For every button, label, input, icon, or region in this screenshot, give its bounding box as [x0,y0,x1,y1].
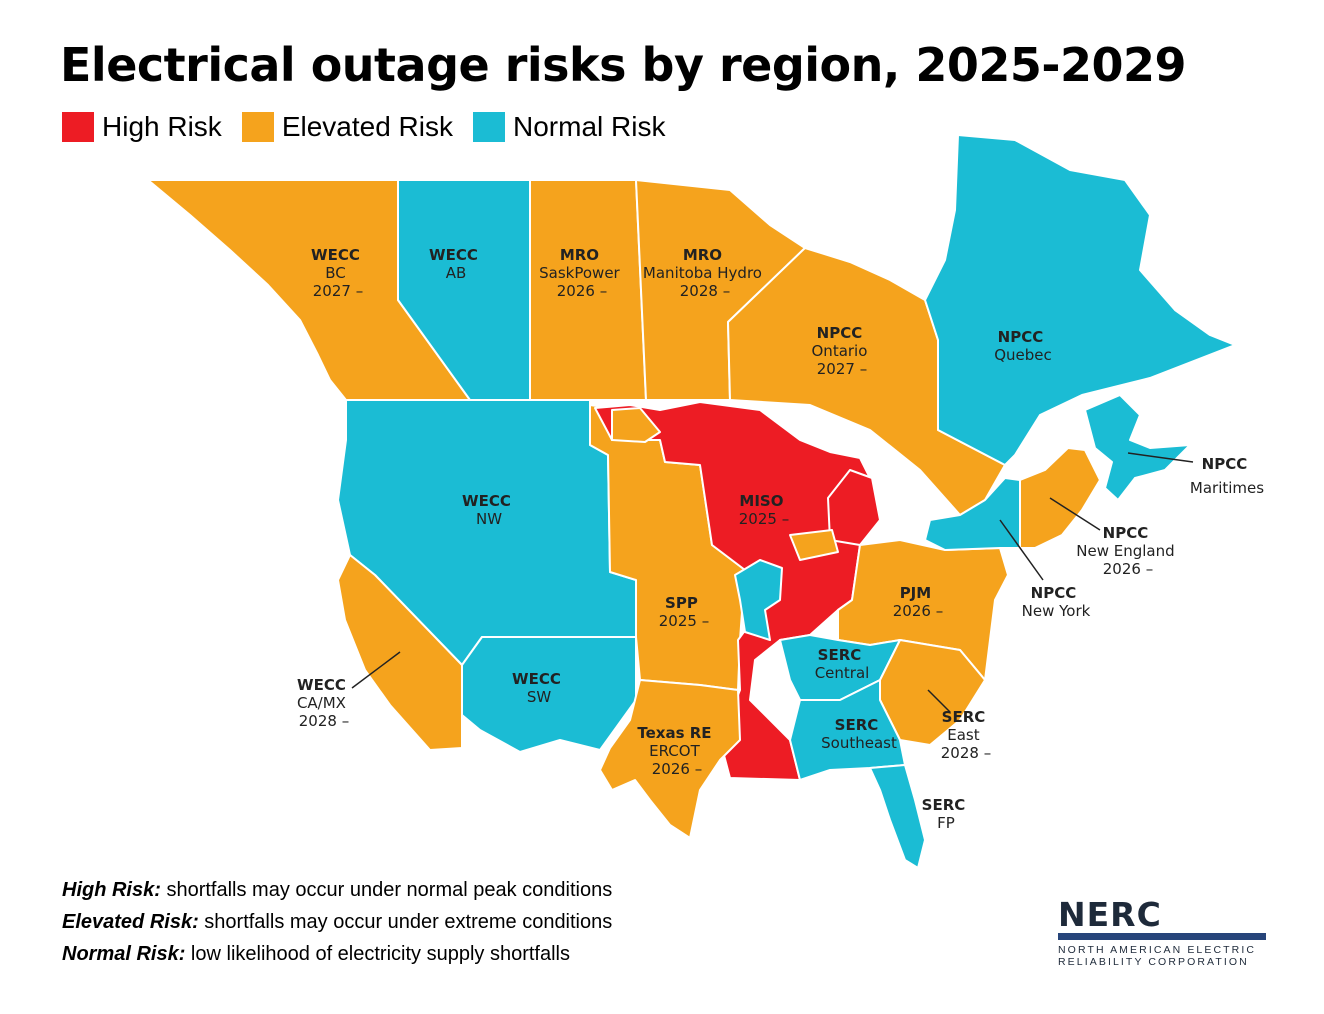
legend-label-high: High Risk [102,111,222,142]
label-mro-manitoba: MRO Manitoba Hydro 2028 – [643,245,767,300]
label-serc-central: SERC Central [815,645,870,682]
legend-swatch-elevated [241,112,274,142]
region-spp-central-patch [789,529,839,561]
leader-line-newengland [1049,497,1101,531]
label-serc-east: SERC East 2028 – [941,707,991,762]
label-wecc-nw: WECC NW [462,491,516,528]
legend-item-high: High Risk [62,111,222,143]
note-text-high: shortfalls may occur under normal peak c… [160,879,613,901]
note-text-normal: low likelihood of electricity supply sho… [185,943,570,965]
leader-line-serc-east [927,689,951,713]
legend-label-normal: Normal Risk [513,111,666,142]
leader-line-camx [351,651,401,689]
note-elevated-risk: Elevated Risk: shortfalls may occur unde… [62,906,612,938]
note-normal-risk: Normal Risk: low likelihood of electrici… [62,938,612,970]
map-title: Electrical outage risks by region, 2025-… [60,38,1187,92]
label-mro-saskpower: MRO SaskPower 2026 – [539,245,625,300]
label-wecc-sw: WECC SW [512,669,566,706]
region-serc-central-northpatch [734,559,783,641]
region-npcc-quebec [924,134,1236,466]
logo-subtitle-line1: NORTH AMERICAN ELECTRIC [1058,944,1257,956]
label-spp: SPP 2025 – [659,593,709,630]
region-serc-fp [869,764,926,869]
label-wecc-bc: WECC BC 2027 – [311,245,365,300]
note-term-elevated: Elevated Risk: [62,911,199,933]
label-npcc-newyork: NPCC New York [1022,583,1091,620]
region-miso [594,401,881,781]
label-pjm: PJM 2026 – [893,583,943,620]
note-term-high: High Risk: [62,879,161,901]
label-wecc-ab: WECC AB [429,245,483,282]
label-texas-re-ercot: Texas RE ERCOT 2026 – [637,723,716,778]
legend: High Risk Elevated Risk Normal Risk [62,111,685,143]
region-wecc-sw [461,636,637,753]
risk-definitions: High Risk: shortfalls may occur under no… [62,874,612,970]
legend-label-elevated: Elevated Risk [281,111,453,142]
region-texas-re-ercot [599,679,741,839]
legend-item-normal: Normal Risk [473,111,665,143]
leader-line-maritimes [1127,452,1194,463]
logo-subtitle-line2: RELIABILITY CORPORATION [1058,956,1249,968]
note-text-elevated: shortfalls may occur under extreme condi… [198,911,613,933]
note-high-risk: High Risk: shortfalls may occur under no… [62,874,612,906]
legend-swatch-normal [473,112,505,142]
leader-line-newyork [999,519,1044,581]
label-serc-southeast: SERC Southeast [821,715,897,752]
label-wecc-camx: WECC CA/MX 2028 – [297,675,351,730]
region-spp-lake-patch [611,407,661,443]
label-npcc-ontario: NPCC Ontario 2027 – [812,323,873,378]
legend-swatch-high [62,112,94,142]
region-npcc-maritimes [1084,394,1191,501]
logo-wordmark: NERC [1058,895,1162,934]
legend-item-elevated: Elevated Risk [241,111,453,143]
label-npcc-maritimes: NPCC Maritimes [1190,454,1264,497]
label-serc-fp: SERC FP [922,795,971,832]
label-miso: MISO 2025 – [739,491,789,528]
nerc-logo: NERC NORTH AMERICAN ELECTRIC RELIABILITY… [1058,898,1266,968]
label-npcc-quebec: NPCC Quebec [994,327,1052,364]
label-npcc-newengland: NPCC New England 2026 – [1076,523,1179,578]
logo-bar [1058,933,1266,940]
note-term-normal: Normal Risk: [62,943,186,965]
region-npcc-newengland [1019,447,1101,549]
